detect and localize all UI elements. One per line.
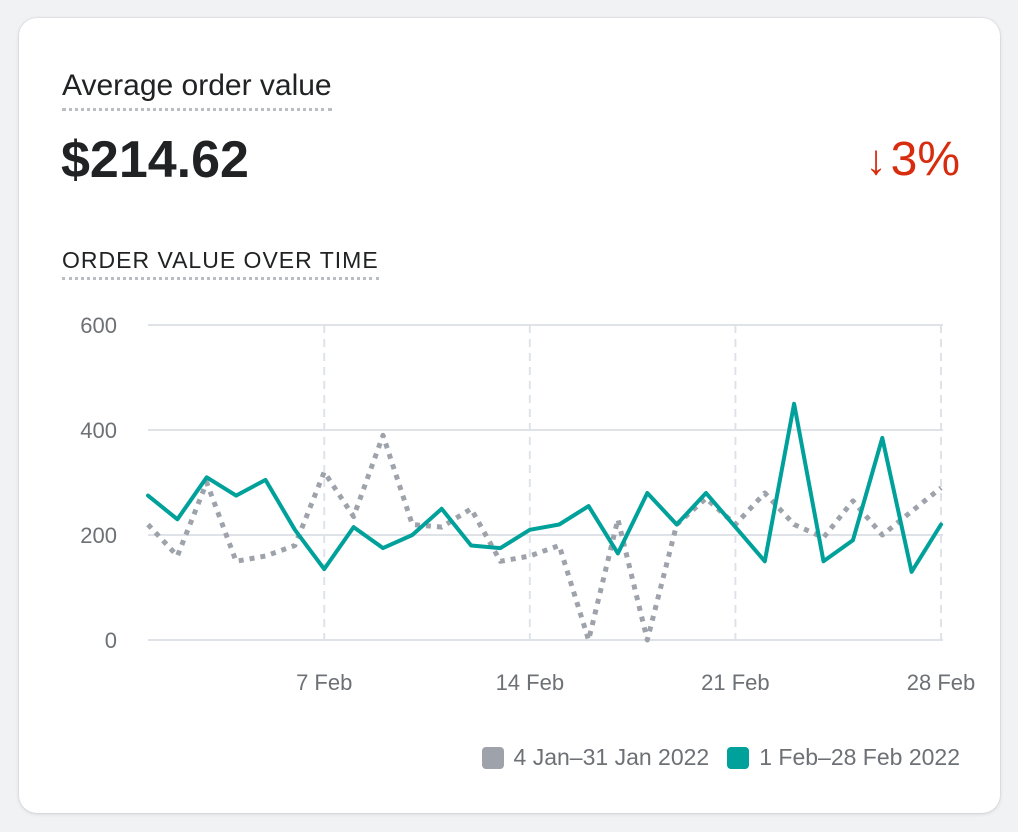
y-tick-label: 0 <box>105 628 117 653</box>
metric-title[interactable]: Average order value <box>62 68 332 111</box>
chart-legend: 4 Jan–31 Jan 2022 1 Feb–28 Feb 2022 <box>464 744 960 771</box>
metric-change: ↓ 3% <box>866 132 960 188</box>
chart-series <box>146 401 943 643</box>
series-line-previous[interactable] <box>146 432 943 643</box>
legend-label-previous: 4 Jan–31 Jan 2022 <box>513 744 710 770</box>
x-tick-label: 28 Feb <box>907 670 976 695</box>
legend-swatch-previous <box>481 746 504 769</box>
metric-change-percent: 3% <box>890 133 960 186</box>
average-order-value-card: Average order value $214.62 ↓ 3% ORDER V… <box>19 18 1000 813</box>
x-tick-label: 21 Feb <box>701 670 770 695</box>
series-line-current[interactable] <box>146 401 943 574</box>
order-value-line-chart: 0 200 400 600 7 Feb 14 Feb 21 Feb 28 Feb <box>80 313 975 695</box>
legend-label-current: 1 Feb–28 Feb 2022 <box>759 744 960 770</box>
y-tick-label: 200 <box>80 523 117 548</box>
legend-item-previous[interactable]: 4 Jan–31 Jan 2022 <box>481 744 710 771</box>
chart-grid <box>148 324 943 641</box>
legend-swatch-current <box>727 746 750 769</box>
x-tick-label: 7 Feb <box>296 670 352 695</box>
metric-value: $214.62 <box>61 131 249 189</box>
legend-item-current[interactable]: 1 Feb–28 Feb 2022 <box>727 744 960 771</box>
y-tick-label: 400 <box>80 418 117 443</box>
chart-title[interactable]: ORDER VALUE OVER TIME <box>62 246 379 280</box>
x-tick-label: 14 Feb <box>496 670 565 695</box>
chart-axes: 0 200 400 600 7 Feb 14 Feb 21 Feb 28 Feb <box>80 313 975 695</box>
y-tick-label: 600 <box>80 313 117 338</box>
arrow-down-icon: ↓ <box>865 136 887 183</box>
